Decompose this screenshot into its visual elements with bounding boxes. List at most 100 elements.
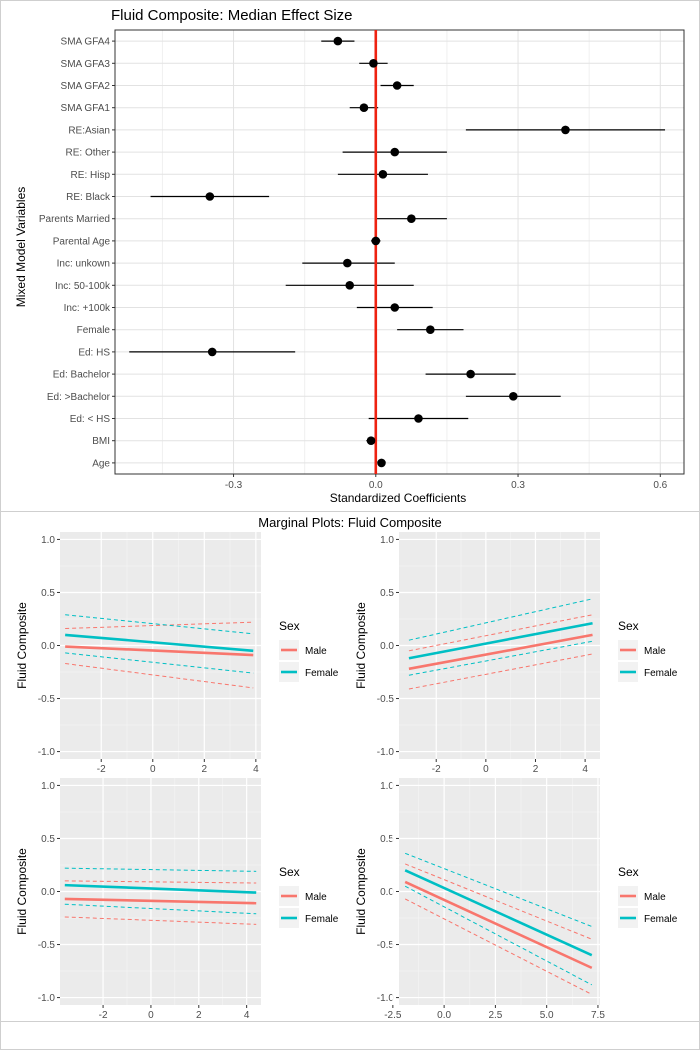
forest-point bbox=[390, 303, 400, 312]
forest-y-tick-label: RE: Black bbox=[66, 192, 111, 203]
forest-y-tick-label: Inc: unkown bbox=[57, 259, 110, 270]
male-ci-lower-line bbox=[65, 663, 254, 689]
male-ci-upper-line bbox=[404, 863, 592, 940]
male-fit-line bbox=[408, 633, 593, 671]
panel-y-tick-label: 0.0 bbox=[380, 641, 394, 652]
legend-label-male: Male bbox=[305, 646, 327, 657]
forest-point bbox=[359, 103, 369, 112]
forest-y-tick-label: SMA GFA4 bbox=[61, 37, 111, 48]
panel-y-tick-label: 0.0 bbox=[380, 887, 394, 898]
panel-y-tick-label: 1.0 bbox=[41, 535, 55, 546]
panel-x-tick-label: -2 bbox=[97, 764, 106, 775]
forest-point bbox=[390, 147, 400, 157]
forest-y-tick-label: Age bbox=[92, 458, 110, 469]
male-fit-line bbox=[64, 897, 257, 905]
panel-y-tick-label: 0.5 bbox=[380, 588, 394, 599]
female-fit-line bbox=[408, 621, 593, 660]
female-ci-lower-line bbox=[65, 652, 254, 674]
panel-x-tick-label: -2 bbox=[432, 764, 441, 775]
panel-y-label: Fluid Composite bbox=[354, 848, 368, 935]
forest-point bbox=[561, 125, 570, 135]
forest-y-tick-label: RE: Hisp bbox=[71, 170, 111, 181]
forest-point bbox=[366, 436, 376, 446]
panel-x-tick-label: 7.5 bbox=[591, 1010, 605, 1021]
panel-y-tick-label: -1.0 bbox=[377, 993, 395, 1004]
bottom-divider bbox=[0, 1021, 700, 1022]
forest-y-tick-label: Ed: Bachelor bbox=[53, 370, 111, 381]
legend-label-female: Female bbox=[644, 914, 678, 925]
panel-x-tick-label: 5.0 bbox=[540, 1010, 554, 1021]
forest-x-tick-label: 0.3 bbox=[511, 480, 525, 491]
forest-point bbox=[466, 369, 475, 379]
forest-x-tick-label: 0.6 bbox=[653, 480, 667, 491]
female-fit-line bbox=[65, 633, 254, 653]
legend-title: Sex bbox=[618, 619, 639, 633]
forest-point bbox=[509, 392, 518, 401]
marginal-plots: Marginal Plots: Fluid Composite 1.0 0.5 0.… bbox=[15, 515, 678, 1021]
male-fit-line bbox=[404, 880, 593, 970]
female-ci-lower-line bbox=[64, 903, 257, 915]
section-divider bbox=[0, 511, 700, 512]
legend-label-male: Male bbox=[644, 892, 666, 903]
forest-y-tick-label: Parental Age bbox=[53, 236, 111, 247]
panel-x-tick-label: 4 bbox=[244, 1010, 250, 1021]
panel-x-tick-label: 2.5 bbox=[488, 1010, 502, 1021]
forest-title: Fluid Composite: Median Effect Size bbox=[111, 7, 353, 24]
legend-label-male: Male bbox=[305, 892, 327, 903]
panel-x-tick-label: 2 bbox=[533, 764, 539, 775]
legend-title: Sex bbox=[618, 865, 639, 879]
panel-x-tick-label: 0.0 bbox=[437, 1010, 451, 1021]
forest-y-tick-label: Ed: >Bachelor bbox=[47, 392, 111, 403]
panel-y-label: Fluid Composite bbox=[354, 602, 368, 689]
panel-y-tick-label: -1.0 bbox=[38, 993, 56, 1004]
female-fit-line bbox=[404, 869, 593, 957]
legend-label-male: Male bbox=[644, 646, 666, 657]
panel-x-tick-label: 4 bbox=[253, 764, 259, 775]
forest-point bbox=[414, 414, 423, 423]
panel-x-tick-label: 0 bbox=[483, 764, 489, 775]
legend-label-female: Female bbox=[305, 668, 339, 679]
forest-point bbox=[378, 170, 388, 179]
forest-point bbox=[377, 458, 386, 468]
female-ci-lower-line bbox=[408, 640, 593, 676]
female-fit-line bbox=[64, 883, 257, 894]
forest-x-label: Standardized Coefficients bbox=[330, 491, 467, 505]
forest-y-tick-label: SMA GFA1 bbox=[61, 103, 111, 114]
forest-y-tick-label: Parents Married bbox=[39, 214, 110, 225]
panel-y-tick-label: 1.0 bbox=[380, 535, 394, 546]
panel-y-tick-label: 1.0 bbox=[41, 781, 55, 792]
forest-y-tick-label: BMI bbox=[92, 436, 110, 447]
panel-x-tick-label: 0 bbox=[148, 1010, 154, 1021]
panel-y-tick-label: -1.0 bbox=[38, 747, 56, 758]
forest-point bbox=[371, 236, 381, 246]
forest-y-tick-label: RE: Other bbox=[66, 148, 111, 159]
panel-y-tick-label: 1.0 bbox=[380, 781, 394, 792]
male-ci-upper-line bbox=[64, 880, 257, 884]
forest-point bbox=[345, 281, 355, 290]
forest-y-label: Mixed Model Variables bbox=[14, 187, 28, 308]
forest-y-tick-label: SMA GFA3 bbox=[61, 59, 111, 70]
legend-title: Sex bbox=[279, 865, 300, 879]
panel-x-tick-label: 0 bbox=[150, 764, 156, 775]
panel-y-tick-label: -0.5 bbox=[377, 940, 395, 951]
male-ci-lower-line bbox=[408, 653, 593, 690]
panel-x-tick-label: 2 bbox=[202, 764, 208, 775]
marginal-panel-2: 1.00.50.0-0.5-1.0-2024SMA GFA2Fluid Comp… bbox=[354, 532, 678, 790]
forest-point bbox=[343, 258, 352, 268]
forest-panel-border bbox=[114, 29, 685, 475]
panel-x-tick-label: 2 bbox=[196, 1010, 202, 1021]
forest-point bbox=[392, 81, 402, 90]
forest-x-tick-label: 0.0 bbox=[369, 480, 383, 491]
panel-x-tick-label: -2.5 bbox=[384, 1010, 402, 1021]
female-ci-upper-line bbox=[64, 867, 257, 872]
forest-y-tick-label: Inc: +100k bbox=[64, 303, 111, 314]
legend-label-female: Female bbox=[305, 914, 339, 925]
panel-y-tick-label: 0.0 bbox=[41, 641, 55, 652]
forest-point bbox=[207, 347, 217, 357]
legend-label-female: Female bbox=[644, 668, 678, 679]
marginal-panel-3: 1.00.50.0-0.5-1.0-2024SMA GFA3Fluid Comp… bbox=[15, 778, 339, 1021]
female-ci-lower-line bbox=[404, 885, 593, 986]
panel-y-label: Fluid Composite bbox=[15, 848, 29, 935]
panel-y-tick-label: -1.0 bbox=[377, 747, 395, 758]
marginal-panel-4: 1.00.50.0-0.5-1.0-2.50.02.55.07.5SMA GFA… bbox=[354, 778, 678, 1021]
